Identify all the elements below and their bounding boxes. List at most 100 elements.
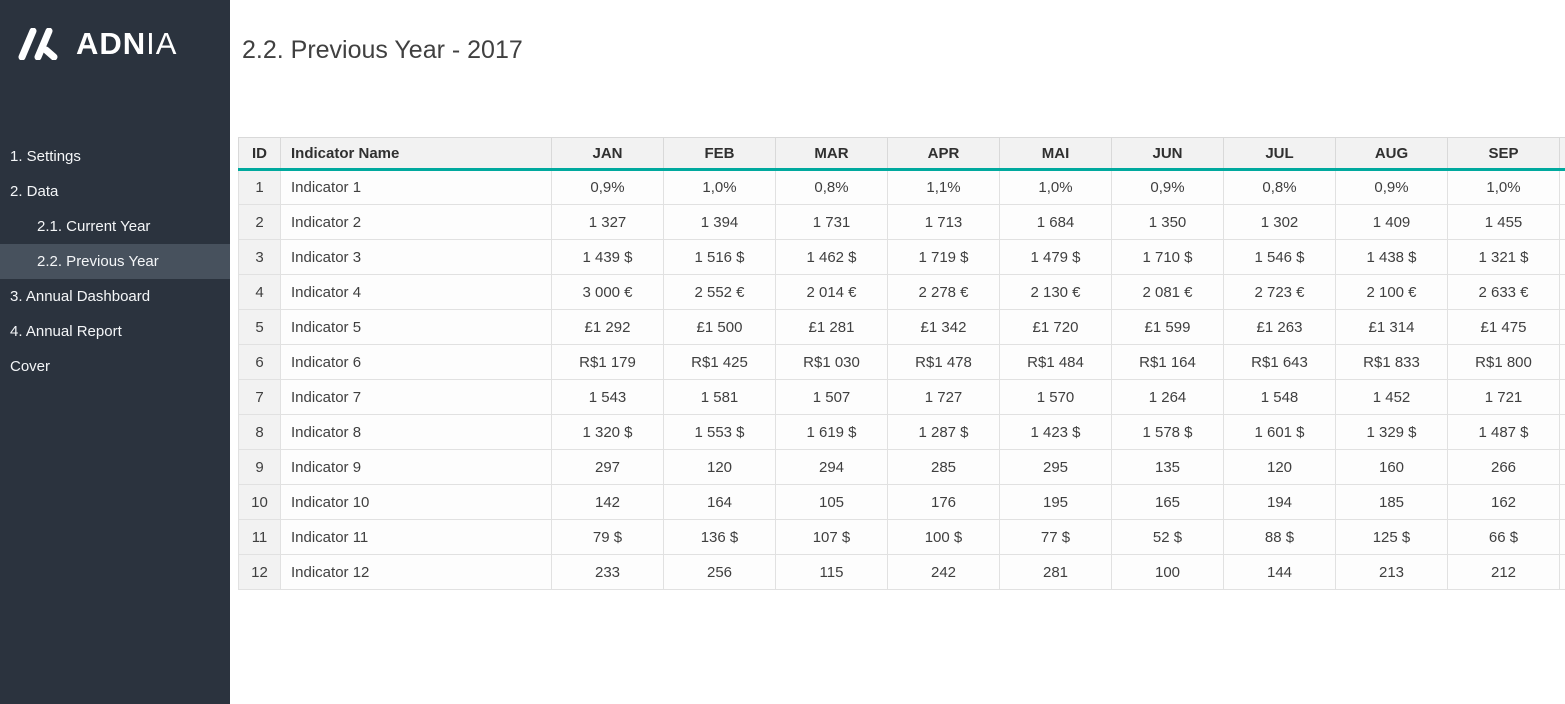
cell-value[interactable]: 1 710 $ [1111,239,1224,275]
cell-value[interactable]: R$1 425 [663,344,776,380]
sidebar-item-2-data[interactable]: 2. Data [10,183,59,200]
cell-value[interactable]: 0,8% [775,169,888,205]
cell-value[interactable]: 120 [663,449,776,485]
cell-value[interactable]: 165 [1111,484,1224,520]
cell-indicator-name[interactable]: Indicator 8 [280,414,552,450]
cell-value[interactable]: 1,0% [1447,169,1560,205]
cell-value[interactable]: 233 [551,554,664,590]
cell-value[interactable]: 1 713 [887,204,1000,240]
cell-value[interactable]: 100 [1111,554,1224,590]
cell-value[interactable]: 256 [663,554,776,590]
cell-value[interactable]: 185 [1335,484,1448,520]
cell-value[interactable]: 1 264 [1111,379,1224,415]
cell-value[interactable]: 1 581 [663,379,776,415]
cell-value[interactable]: 66 $ [1447,519,1560,555]
cell-value[interactable]: 135 [1111,449,1224,485]
cell-value[interactable]: £1 475 [1447,309,1560,345]
cell-value[interactable]: 1 727 [887,379,1000,415]
sidebar-item-3-annual-dashboard[interactable]: 3. Annual Dashboard [10,288,151,305]
cell-value[interactable]: 100 $ [887,519,1000,555]
sidebar-item-2-1-current-year[interactable]: 2.1. Current Year [37,218,151,235]
cell-value[interactable]: 136 $ [663,519,776,555]
cell-indicator-name[interactable]: Indicator 9 [280,449,552,485]
cell-value[interactable]: 160 [1335,449,1448,485]
cell-value[interactable]: 1 601 $ [1223,414,1336,450]
cell-indicator-name[interactable]: Indicator 2 [280,204,552,240]
cell-indicator-name[interactable]: Indicator 6 [280,344,552,380]
cell-value[interactable]: 1 462 $ [775,239,888,275]
cell-value[interactable]: 52 $ [1111,519,1224,555]
cell-value[interactable]: £1 263 [1223,309,1336,345]
cell-value[interactable]: 1 721 [1447,379,1560,415]
cell-value[interactable]: 2 100 € [1335,274,1448,310]
cell-value[interactable]: 1 479 $ [999,239,1112,275]
cell-value[interactable]: 1 409 [1335,204,1448,240]
sidebar-item-2-2-previous-year[interactable]: 2.2. Previous Year [0,244,230,279]
cell-indicator-name[interactable]: Indicator 7 [280,379,552,415]
cell-value[interactable]: 212 [1447,554,1560,590]
cell-value[interactable]: 1 455 [1447,204,1560,240]
cell-value[interactable]: 144 [1223,554,1336,590]
cell-value[interactable]: 1 327 [551,204,664,240]
cell-value[interactable]: 107 $ [775,519,888,555]
cell-value[interactable]: 1 321 $ [1447,239,1560,275]
cell-id[interactable]: 8 [238,414,281,450]
cell-value[interactable]: 88 $ [1223,519,1336,555]
cell-indicator-name[interactable]: Indicator 12 [280,554,552,590]
cell-value[interactable]: 162 [1447,484,1560,520]
cell-value[interactable]: 1 719 $ [887,239,1000,275]
cell-indicator-name[interactable]: Indicator 4 [280,274,552,310]
cell-value[interactable]: £1 292 [551,309,664,345]
cell-value[interactable]: 0,8% [1223,169,1336,205]
cell-id[interactable]: 3 [238,239,281,275]
cell-value[interactable]: R$1 833 [1335,344,1448,380]
cell-value[interactable]: 120 [1223,449,1336,485]
cell-value[interactable]: 2 552 € [663,274,776,310]
cell-value[interactable]: 1 553 $ [663,414,776,450]
cell-value[interactable]: 242 [887,554,1000,590]
cell-value[interactable]: 2 723 € [1223,274,1336,310]
cell-value[interactable]: 195 [999,484,1112,520]
cell-value[interactable]: 1 438 $ [1335,239,1448,275]
cell-value[interactable]: £1 500 [663,309,776,345]
cell-value[interactable]: 176 [887,484,1000,520]
cell-value[interactable]: £1 342 [887,309,1000,345]
cell-value[interactable]: 2 278 € [887,274,1000,310]
cell-id[interactable]: 5 [238,309,281,345]
cell-value[interactable]: 1 543 [551,379,664,415]
cell-value[interactable]: R$1 484 [999,344,1112,380]
cell-value[interactable]: 1 329 $ [1335,414,1448,450]
cell-value[interactable]: 266 [1447,449,1560,485]
cell-value[interactable]: 1 507 [775,379,888,415]
cell-value[interactable]: £1 720 [999,309,1112,345]
cell-value[interactable]: 1 287 $ [887,414,1000,450]
cell-value[interactable]: 115 [775,554,888,590]
cell-value[interactable]: 2 014 € [775,274,888,310]
cell-indicator-name[interactable]: Indicator 3 [280,239,552,275]
cell-value[interactable]: 1 516 $ [663,239,776,275]
cell-value[interactable]: 3 000 € [551,274,664,310]
cell-value[interactable]: 194 [1223,484,1336,520]
cell-value[interactable]: R$1 643 [1223,344,1336,380]
cell-id[interactable]: 2 [238,204,281,240]
cell-value[interactable]: 213 [1335,554,1448,590]
cell-value[interactable]: 295 [999,449,1112,485]
cell-value[interactable]: 1 320 $ [551,414,664,450]
cell-value[interactable]: 294 [775,449,888,485]
cell-value[interactable]: 105 [775,484,888,520]
cell-value[interactable]: 142 [551,484,664,520]
cell-value[interactable]: 164 [663,484,776,520]
cell-id[interactable]: 12 [238,554,281,590]
cell-id[interactable]: 1 [238,169,281,205]
cell-value[interactable]: 0,9% [1335,169,1448,205]
cell-id[interactable]: 11 [238,519,281,555]
sidebar-item-1-settings[interactable]: 1. Settings [10,148,81,165]
cell-value[interactable]: R$1 478 [887,344,1000,380]
cell-value[interactable]: £1 314 [1335,309,1448,345]
cell-value[interactable]: 1 731 [775,204,888,240]
sidebar-item-cover[interactable]: Cover [10,358,51,375]
cell-value[interactable]: 2 130 € [999,274,1112,310]
cell-value[interactable]: 1 394 [663,204,776,240]
cell-value[interactable]: 281 [999,554,1112,590]
cell-id[interactable]: 9 [238,449,281,485]
